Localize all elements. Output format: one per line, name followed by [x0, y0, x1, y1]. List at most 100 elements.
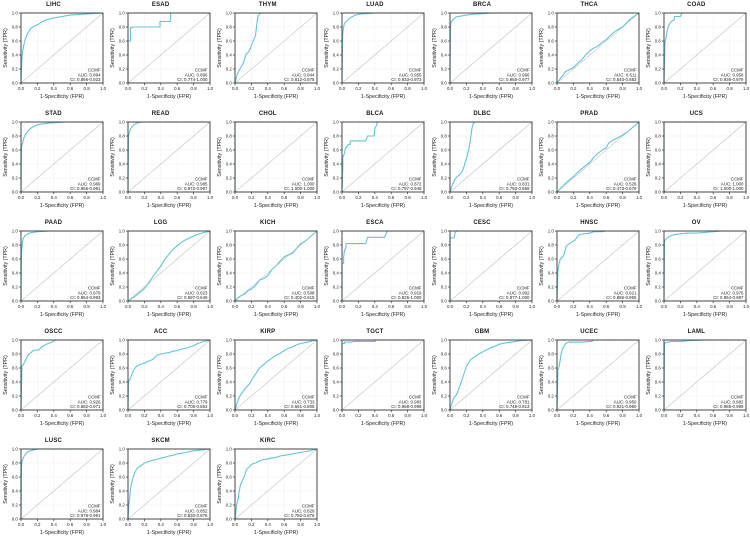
y-axis-label: Sensitivity (TPR) [217, 137, 223, 177]
roc-curve [20, 339, 104, 411]
x-tick-label: 0.0 [661, 413, 668, 418]
x-tick-label: 0.6 [389, 86, 396, 91]
x-tick-label: 1.0 [636, 304, 643, 309]
roc-curve [449, 12, 533, 84]
x-tick-label: 0.4 [158, 304, 165, 309]
roc-plot: 0.00.0 0.2 0.2 0.4 0.4 0.6 0.6 0.8 0.8 1.0 1.0 1-Sp… [324, 338, 428, 427]
y-tick-label: 0.6 [440, 366, 447, 371]
y-tick-label: 0.2 [655, 67, 662, 72]
y-tick-label: 0.6 [119, 257, 126, 262]
y-tick-label: 0.8 [226, 352, 233, 357]
x-tick-label: 1.0 [314, 195, 321, 200]
panel-title: THYM [258, 2, 277, 8]
chance-diagonal-line [127, 12, 211, 84]
x-tick-label: 1.0 [314, 522, 321, 527]
x-tick-label: 0.0 [661, 195, 668, 200]
y-axis-label: Sensitivity (TPR) [539, 137, 545, 177]
y-tick-label: 0.6 [440, 148, 447, 153]
roc-plot: 0.00.0 0.2 0.2 0.4 0.4 0.6 0.6 0.8 0.8 1.0 1.0 1-Sp… [324, 229, 428, 318]
y-tick-label: 0.2 [226, 176, 233, 181]
y-tick-label: 0.4 [440, 380, 447, 385]
x-tick-label: 0.2 [356, 304, 363, 309]
x-axis-label: 1-Specificity (FPR) [254, 312, 298, 318]
x-axis-label: 1-Specificity (FPR) [40, 530, 84, 536]
x-tick-label: 0.4 [51, 522, 58, 527]
panel-title: CESC [473, 220, 491, 226]
y-tick-label: 0.6 [226, 475, 233, 480]
method-label: CCMF [409, 286, 422, 291]
chance-diagonal-line [342, 12, 425, 84]
y-axis-label: Sensitivity (TPR) [432, 246, 438, 286]
y-axis-label: Sensitivity (TPR) [539, 355, 545, 395]
roc-plot: 0.00.0 0.2 0.2 0.4 0.4 0.6 0.6 0.8 0.8 1.0 1.0 1-Sp… [539, 11, 643, 100]
x-tick-label: 1.0 [636, 195, 643, 200]
x-tick-label: 0.6 [389, 304, 396, 309]
roc-curve [20, 448, 104, 520]
chance-diagonal-line [663, 12, 747, 84]
roc-panel-dlbc: DLBC 0.0 0.0 0.2 0.2 0.4 0.4 0.6 0.6 0.8 0.8 1.0 1.0… [429, 109, 536, 218]
x-tick-label: 0.8 [726, 413, 733, 418]
chance-diagonal-line [127, 230, 211, 302]
x-tick-label: 0.8 [298, 304, 305, 309]
x-tick-label: 0.4 [694, 413, 701, 418]
y-tick-label: 0.4 [655, 380, 662, 385]
y-tick-label: 0.0 [440, 190, 447, 195]
x-tick-label: 1.0 [100, 86, 107, 91]
x-tick-label: 0.2 [249, 522, 256, 527]
y-tick-label: 0.8 [119, 352, 126, 357]
panel-title: BLCA [366, 111, 384, 117]
roc-plot: 0.00.0 0.2 0.2 0.4 0.4 0.6 0.6 0.8 0.8 1.0 1.0 1-Sp… [3, 229, 107, 318]
auc-value: AUC: 0.829 [292, 509, 315, 514]
y-axis-label: Sensitivity (TPR) [432, 355, 438, 395]
x-tick-label: 0.4 [51, 195, 58, 200]
auc-value: AUC: 0.983 [399, 400, 422, 405]
x-tick-label: 0.2 [570, 195, 577, 200]
y-axis-label: Sensitivity (TPR) [432, 137, 438, 177]
chance-diagonal-line [663, 121, 747, 193]
roc-plot: 0.00.0 0.2 0.2 0.4 0.4 0.6 0.6 0.8 0.8 1.0 1.0 1-Sp… [110, 447, 214, 536]
chance-diagonal-line [342, 121, 425, 193]
x-tick-label: 0.6 [67, 522, 74, 527]
panel-title: PRAD [580, 111, 599, 117]
roc-panel-kirp: KIRP 0.0 0.0 0.2 0.2 0.4 0.4 0.6 0.6 0.8 0.8 1.0 1.0… [214, 327, 321, 436]
x-tick-label: 1.0 [314, 304, 321, 309]
x-tick-label: 0.0 [554, 413, 561, 418]
roc-plot: 0.00.0 0.2 0.2 0.4 0.4 0.6 0.6 0.8 0.8 1.0 1.0 1-Sp… [3, 120, 107, 209]
panel-title: TGCT [366, 329, 384, 335]
y-tick-label: 1.0 [655, 229, 662, 234]
roc-plot: 0.00.0 0.2 0.2 0.4 0.4 0.6 0.6 0.8 0.8 1.0 1.0 1-Sp… [539, 338, 643, 427]
x-tick-label: 0.0 [447, 413, 454, 418]
x-axis-label: 1-Specificity (FPR) [576, 421, 620, 427]
roc-curve [663, 230, 747, 302]
y-tick-label: 0.0 [119, 408, 126, 413]
x-tick-label: 1.0 [636, 86, 643, 91]
y-tick-label: 0.4 [119, 380, 126, 385]
auc-value: AUC: 0.982 [721, 400, 744, 405]
y-tick-label: 0.8 [547, 352, 554, 357]
roc-curve [127, 448, 211, 520]
ci-value: CI: 0.936-0.979 [713, 77, 744, 82]
plot-frame [234, 448, 318, 520]
roc-panel-esca: ESCA 0.0 0.0 0.2 0.2 0.4 0.4 0.6 0.6 0.8 0.8 1.0 1.0… [321, 218, 428, 327]
chance-diagonal-line [235, 12, 318, 84]
x-tick-label: 0.0 [447, 195, 454, 200]
x-tick-label: 0.6 [281, 413, 288, 418]
y-tick-label: 0.8 [440, 25, 447, 30]
y-tick-label: 0.0 [226, 299, 233, 304]
x-tick-label: 0.4 [51, 304, 58, 309]
ci-value: CI: 0.955-0.977 [499, 77, 530, 82]
y-tick-label: 0.2 [333, 285, 340, 290]
x-tick-label: 0.6 [281, 304, 288, 309]
ci-value: CI: 1.000-1.000 [713, 186, 744, 191]
y-tick-label: 1.0 [226, 447, 233, 452]
x-tick-label: 0.2 [356, 86, 363, 91]
plot-frame [663, 12, 747, 84]
method-label: CCMF [88, 177, 101, 182]
x-tick-label: 0.2 [141, 304, 148, 309]
x-axis-label: 1-Specificity (FPR) [147, 312, 191, 318]
auc-value: AUC: 0.872 [399, 182, 422, 187]
y-axis-label: Sensitivity (TPR) [217, 355, 223, 395]
x-tick-label: 0.0 [18, 304, 25, 309]
y-tick-label: 0.0 [333, 299, 340, 304]
plot-frame [556, 121, 640, 193]
